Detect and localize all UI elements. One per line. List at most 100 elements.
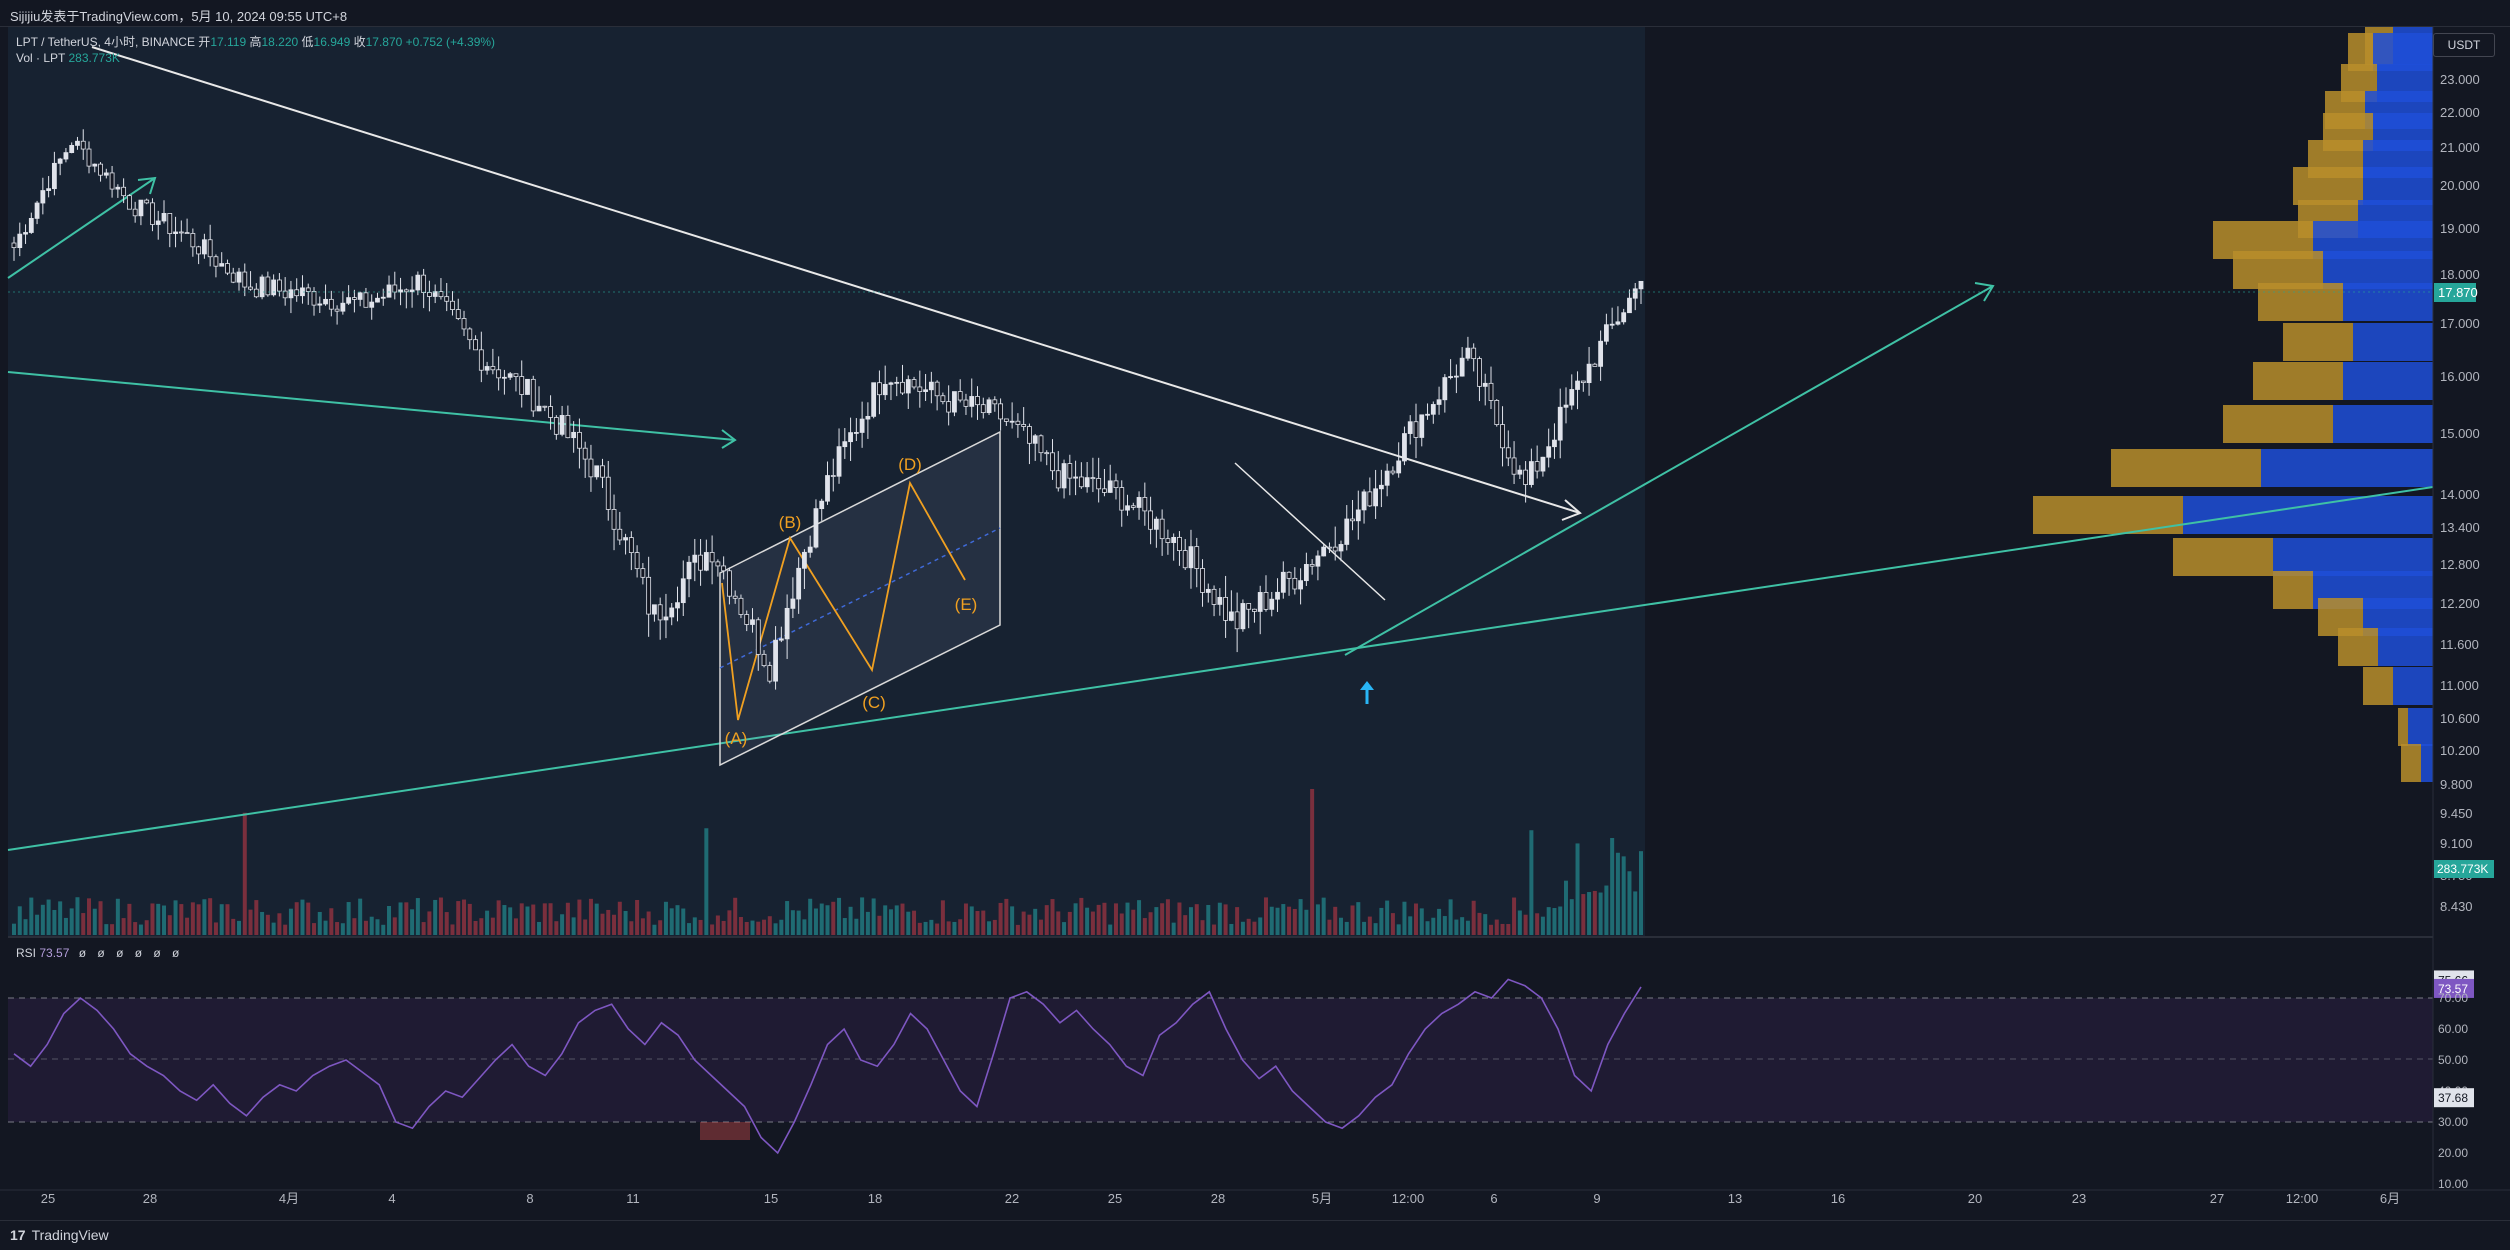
volume-bar (231, 918, 236, 935)
vp-blue-bar (2261, 449, 2433, 487)
candle-up (894, 381, 900, 384)
candle-down (611, 509, 617, 530)
volume-bar (162, 905, 167, 935)
candle-down (1113, 480, 1119, 488)
price-tick-label: 12.200 (2440, 596, 2480, 611)
candle-down (265, 276, 271, 296)
time-axis[interactable]: 25 28 4月 4 8 11 15 18 22 25 28 5月 12:00 6 9 13 16 20 23 27 1… (41, 1191, 2400, 1206)
candle-down (640, 568, 646, 578)
target-arrow[interactable] (1344, 285, 1994, 656)
volume-bar (837, 897, 842, 935)
candle-down (473, 339, 478, 351)
elliott-wave[interactable] (721, 480, 966, 721)
candle-up (807, 546, 813, 553)
candle-up (484, 366, 490, 371)
candle-down (1182, 550, 1188, 569)
volume-bar (173, 900, 178, 935)
volume-bar (1402, 901, 1407, 935)
volume-bar (617, 901, 622, 935)
candle-down (565, 415, 571, 439)
time-tick-label: 8 (526, 1191, 533, 1206)
time-tick-label: 27 (2210, 1191, 2224, 1206)
volume-bar (1021, 911, 1026, 935)
candle-down (1130, 505, 1136, 508)
volume-bar (1171, 922, 1176, 935)
candle-down (352, 297, 357, 300)
candle-up (853, 432, 859, 434)
downtrend-line[interactable] (91, 46, 1581, 514)
volume-bar (467, 903, 472, 935)
price-tick-label: 9.800 (2440, 777, 2473, 792)
candle-down (1078, 476, 1084, 488)
candle-up (259, 276, 265, 298)
volume-bar (213, 922, 218, 935)
volume-bar (1137, 900, 1142, 935)
resistance-line[interactable] (7, 371, 736, 441)
candle-down (530, 378, 536, 412)
volume-bar (1246, 918, 1251, 935)
candle-down (975, 396, 980, 406)
volume-bar (894, 905, 899, 935)
volume-bar (265, 914, 270, 935)
rsi-axis[interactable]: 75.6673.5770.0060.0050.0040.0037.6830.00… (2434, 970, 2474, 1191)
volume-bar (1258, 917, 1263, 935)
price-tick-label: 23.000 (2440, 72, 2480, 87)
volume-bar (1067, 911, 1072, 935)
early-up-arrow[interactable] (7, 177, 156, 279)
volume-bar (785, 901, 790, 935)
candle-up (813, 508, 819, 548)
candle-up (155, 220, 161, 225)
candle-up (432, 291, 438, 297)
candle-down (461, 318, 467, 330)
candle-down (276, 279, 282, 292)
rsi-current-tag (2434, 978, 2474, 998)
time-tick-label: 4 (388, 1191, 395, 1206)
volume-bar (871, 898, 876, 935)
vp-gold-bar (2223, 405, 2333, 443)
candle-up (669, 607, 675, 618)
vp-blue-bar (2343, 283, 2433, 321)
volume-bar (58, 901, 63, 935)
volume-bar (1044, 905, 1049, 935)
volume-bar (519, 903, 524, 935)
candle-up (1563, 404, 1569, 408)
volume-bar (1062, 922, 1067, 935)
volume-bar (1131, 909, 1136, 935)
currency-button[interactable]: USDT (2433, 33, 2495, 57)
candle-up (969, 396, 975, 407)
volume-bar (698, 919, 703, 935)
candle-down (877, 382, 882, 396)
volume-bar (81, 913, 86, 935)
small-trend-line[interactable] (1234, 462, 1386, 601)
volume-bar (237, 920, 242, 935)
volume-bar (427, 911, 432, 935)
price-tick-label: 18.000 (2440, 267, 2480, 282)
candle-down (738, 597, 744, 615)
candle-down (577, 431, 582, 449)
volume-bar (1056, 911, 1061, 935)
volume-bar (1073, 903, 1078, 935)
volume-bar (1615, 852, 1620, 935)
candle-down (1523, 469, 1529, 485)
legend-open: 17.119 (210, 35, 247, 49)
volume-bar (225, 904, 230, 935)
brand[interactable]: 17 TradingView (10, 1227, 109, 1243)
price-axis[interactable]: 23.000 22.000 21.000 20.000 19.000 18.000 17.0… (2434, 72, 2494, 914)
triangle-channel[interactable] (719, 430, 1001, 767)
drawings[interactable] (7, 46, 2434, 851)
volume-bar (1621, 856, 1626, 935)
support-line[interactable] (7, 486, 2434, 851)
candle-down (911, 379, 917, 388)
target-arrow-head (1974, 282, 1995, 302)
volume-bar (704, 828, 709, 935)
volume-bar (369, 916, 374, 935)
candle-down (519, 376, 525, 395)
volume-bar (421, 922, 426, 935)
volume-bar (842, 918, 847, 935)
candle-down (334, 308, 340, 312)
volume-bar (1390, 913, 1395, 935)
candle-up (1107, 480, 1113, 493)
volume-bar (1050, 899, 1055, 935)
candle-up (1084, 477, 1090, 488)
